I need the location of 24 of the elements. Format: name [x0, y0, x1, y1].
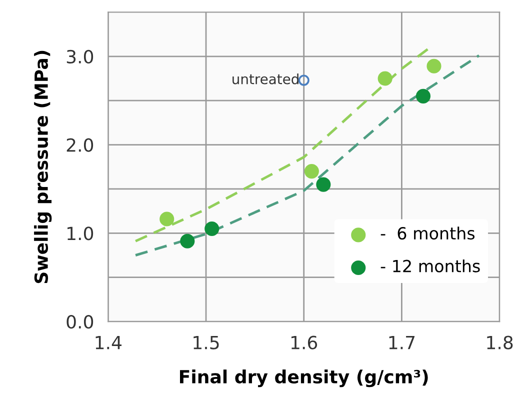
x-tick-label: 1.5 — [194, 336, 219, 350]
x-tick-label: 1.4 — [96, 336, 122, 350]
point — [160, 212, 174, 226]
line-series — [134, 54, 480, 256]
x-tick-label: 1.8 — [487, 336, 513, 350]
y-tick-label: 1.0 — [68, 226, 94, 240]
point — [316, 177, 331, 192]
y-tick-label: 2.0 — [66, 138, 94, 152]
legend-label: - 12 months — [380, 259, 480, 272]
point — [426, 58, 442, 74]
y-tick-label: 0.0 — [66, 314, 94, 329]
point — [180, 234, 195, 248]
point — [204, 221, 220, 236]
annotation: untreated — [232, 74, 298, 84]
y-axis-title: Swellig pressure (MPa) — [34, 50, 52, 284]
point — [416, 88, 431, 104]
x-tick-label: 1.6 — [291, 336, 318, 350]
x-tick-label: 1.7 — [389, 336, 415, 350]
y-tick-label: 3.0 — [66, 50, 94, 64]
legend-label: - 6 months — [380, 226, 475, 240]
point — [304, 164, 319, 179]
x-axis-title: Final dry density (g/cm³) — [180, 370, 428, 388]
point — [298, 74, 310, 86]
point — [378, 71, 392, 86]
